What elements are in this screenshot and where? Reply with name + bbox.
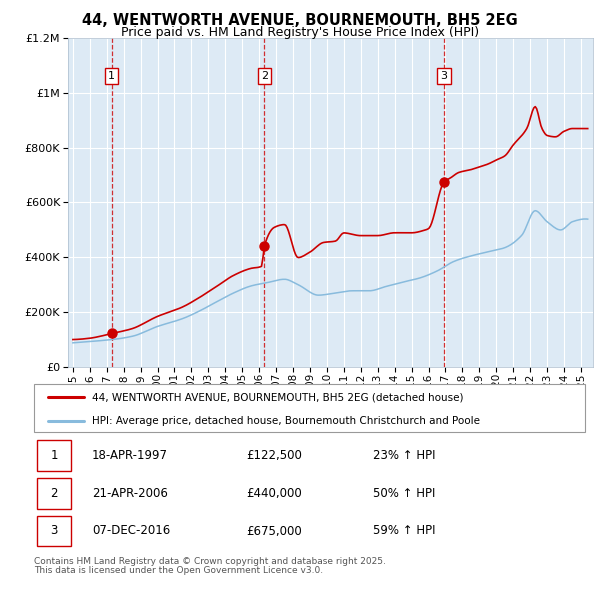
Text: Contains HM Land Registry data © Crown copyright and database right 2025.: Contains HM Land Registry data © Crown c… [34,557,386,566]
Text: 23% ↑ HPI: 23% ↑ HPI [373,449,436,462]
Text: 50% ↑ HPI: 50% ↑ HPI [373,487,436,500]
Text: This data is licensed under the Open Government Licence v3.0.: This data is licensed under the Open Gov… [34,566,323,575]
Text: 07-DEC-2016: 07-DEC-2016 [92,525,170,537]
Text: 1: 1 [108,71,115,81]
Text: 2: 2 [260,71,268,81]
Text: £122,500: £122,500 [246,449,302,462]
Text: 44, WENTWORTH AVENUE, BOURNEMOUTH, BH5 2EG (detached house): 44, WENTWORTH AVENUE, BOURNEMOUTH, BH5 2… [92,392,464,402]
Text: 59% ↑ HPI: 59% ↑ HPI [373,525,436,537]
Text: 2: 2 [50,487,58,500]
Text: £440,000: £440,000 [246,487,302,500]
FancyBboxPatch shape [37,440,71,471]
Text: 44, WENTWORTH AVENUE, BOURNEMOUTH, BH5 2EG: 44, WENTWORTH AVENUE, BOURNEMOUTH, BH5 2… [82,13,518,28]
Text: 21-APR-2006: 21-APR-2006 [92,487,168,500]
Text: £675,000: £675,000 [246,525,302,537]
Text: HPI: Average price, detached house, Bournemouth Christchurch and Poole: HPI: Average price, detached house, Bour… [92,416,480,426]
Text: 1: 1 [50,449,58,462]
FancyBboxPatch shape [37,478,71,509]
FancyBboxPatch shape [37,516,71,546]
Text: 3: 3 [440,71,448,81]
Text: 18-APR-1997: 18-APR-1997 [92,449,168,462]
Text: 3: 3 [50,525,58,537]
Text: Price paid vs. HM Land Registry's House Price Index (HPI): Price paid vs. HM Land Registry's House … [121,26,479,39]
